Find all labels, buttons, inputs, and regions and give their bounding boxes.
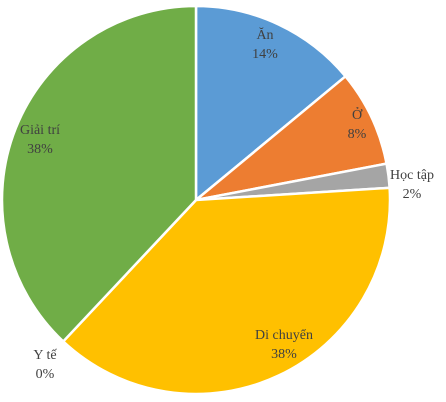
slice-value-label: 0%: [36, 367, 55, 382]
slice-label: Giải trí: [20, 123, 60, 138]
slice-value-label: 14%: [252, 47, 278, 62]
pie-slice: [194, 4, 348, 203]
slice-value-label: 2%: [403, 187, 422, 202]
slice-label: Di chuyển: [255, 328, 313, 343]
pie-slice: [195, 74, 389, 202]
pie-slice: [61, 186, 392, 396]
pie-slice: [0, 4, 198, 344]
slice-label: Y tế: [33, 348, 57, 363]
slice-value-label: 38%: [27, 142, 53, 157]
slice-value-label: 8%: [348, 127, 367, 142]
slice-label: Ở: [352, 106, 363, 123]
slice-label: Học tập: [390, 168, 434, 183]
slice-label: Ăn: [256, 26, 273, 43]
slice-value-label: 38%: [271, 347, 297, 362]
